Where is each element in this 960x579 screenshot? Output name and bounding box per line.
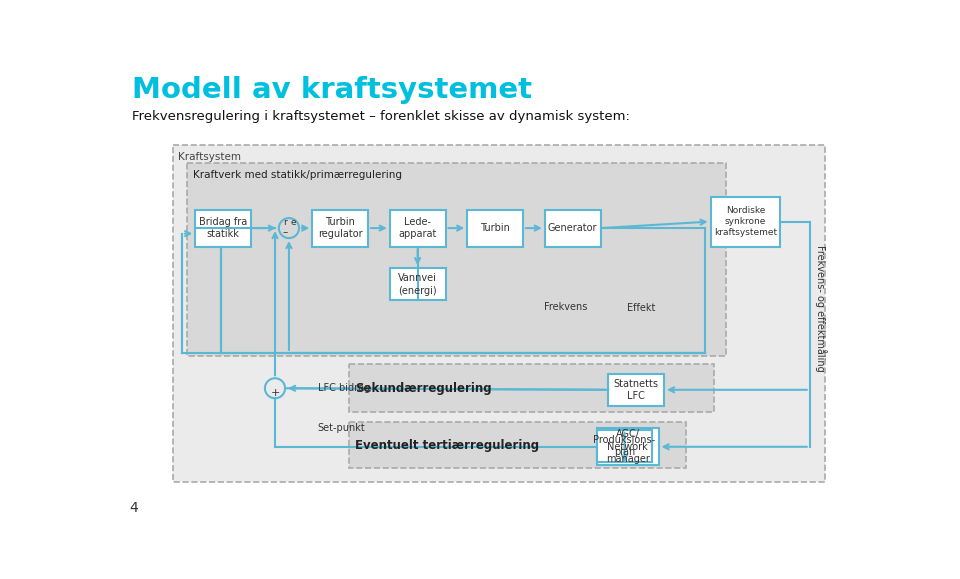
Bar <box>348 422 685 468</box>
Bar <box>348 364 714 412</box>
Text: Generator: Generator <box>548 223 597 233</box>
Text: Nordiske
synkrone
kraftsystemet: Nordiske synkrone kraftsystemet <box>714 206 777 237</box>
Text: e: e <box>291 218 297 227</box>
Text: Kraftsystem: Kraftsystem <box>179 152 241 162</box>
Text: +: + <box>271 388 279 398</box>
Text: Kraftverk med statikk/primærregulering: Kraftverk med statikk/primærregulering <box>193 170 402 180</box>
Text: Bridag fra
statikk: Bridag fra statikk <box>199 217 248 239</box>
Text: LFC bidrag: LFC bidrag <box>318 383 370 393</box>
Bar <box>312 210 368 247</box>
Bar <box>609 373 664 406</box>
Text: Effekt: Effekt <box>627 303 655 313</box>
Text: Statnetts
LFC: Statnetts LFC <box>613 379 659 401</box>
Text: Vannvei
(energi): Vannvei (energi) <box>398 273 437 295</box>
Text: Turbin
regulator: Turbin regulator <box>318 217 363 239</box>
Text: –: – <box>282 227 288 237</box>
Text: Sekundærregulering: Sekundærregulering <box>355 382 492 395</box>
Text: r: r <box>283 218 287 227</box>
Bar <box>710 196 780 247</box>
Bar <box>544 210 601 247</box>
Text: Turbin: Turbin <box>480 223 510 233</box>
Text: 4: 4 <box>130 501 138 515</box>
Text: AGC/
Network
manager: AGC/ Network manager <box>606 430 650 464</box>
Bar <box>390 210 445 247</box>
Text: Frekvens: Frekvens <box>544 302 588 312</box>
Bar <box>173 145 826 482</box>
Text: Modell av kraftsystemet: Modell av kraftsystemet <box>132 76 532 104</box>
Text: Lede-
apparat: Lede- apparat <box>398 217 437 239</box>
Bar <box>187 163 726 356</box>
Bar <box>195 210 251 247</box>
Text: Produksjons-
plan: Produksjons- plan <box>593 435 656 457</box>
Text: Frekvens- og effektmåling: Frekvens- og effektmåling <box>815 245 828 372</box>
Bar <box>390 268 445 301</box>
Bar <box>596 428 659 466</box>
Text: Eventuelt tertiærregulering: Eventuelt tertiærregulering <box>355 439 539 452</box>
Text: Frekvensregulering i kraftsystemet – forenklet skisse av dynamisk system:: Frekvensregulering i kraftsystemet – for… <box>132 109 630 123</box>
Text: Set-punkt: Set-punkt <box>318 423 366 433</box>
Bar <box>468 210 523 247</box>
Bar <box>596 430 653 462</box>
